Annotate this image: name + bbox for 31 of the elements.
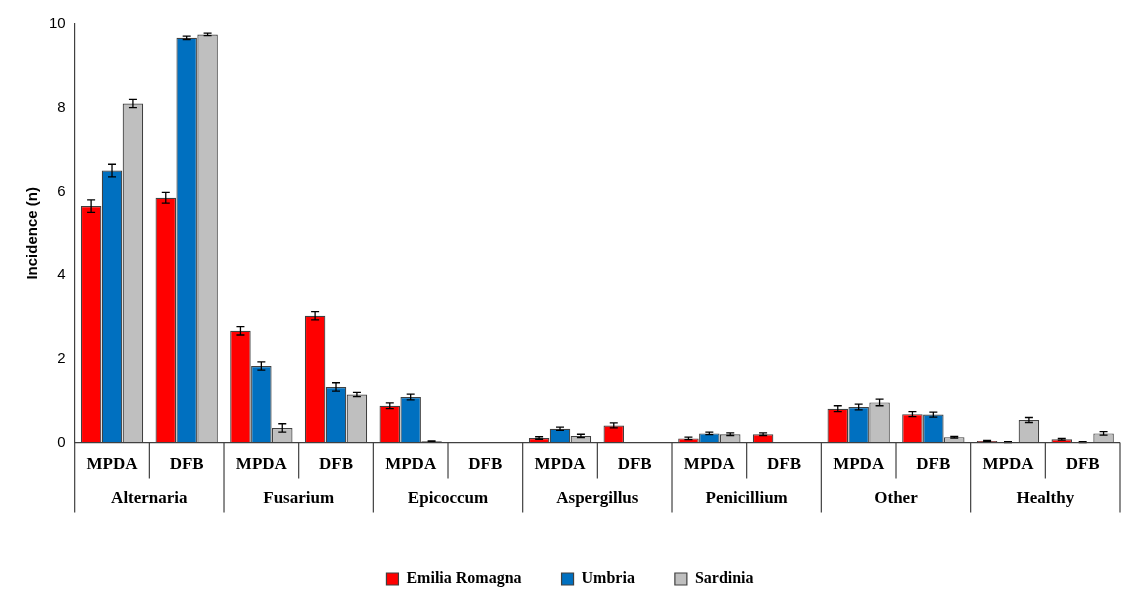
text: Other <box>874 487 919 507</box>
y-tick-label: 0 <box>57 432 66 450</box>
y-axis-title: Incidence (n) <box>23 187 41 280</box>
x-tick-label: DFB <box>319 454 354 474</box>
x-tick-label: DFB <box>767 454 802 474</box>
text: Penicillium <box>705 487 788 507</box>
legend-label: Sardinia <box>694 569 754 587</box>
y-tick-label: 4 <box>57 265 66 283</box>
y-tick-label: 10 <box>49 14 66 32</box>
legend-label: Umbria <box>581 569 635 587</box>
x-tick-label: MPDA <box>982 454 1035 474</box>
x-tick-label: DFB <box>468 454 503 474</box>
x-tick-label: MPDA <box>833 454 885 474</box>
x-tick-label: DFB <box>1065 454 1100 474</box>
text: Fusarium <box>263 487 335 507</box>
x-tick-label: DFB <box>617 454 652 474</box>
x-tick-label: DFB <box>916 454 951 474</box>
x-tick-label: MPDA <box>385 454 437 474</box>
x-tick-label: MPDA <box>683 454 736 474</box>
x-tick-label: MPDA <box>86 454 139 474</box>
legend-label: Emilia Romagna <box>406 569 522 588</box>
x-tick-label: MPDA <box>235 454 288 474</box>
y-tick-label: 8 <box>57 97 66 115</box>
x-tick-label: DFB <box>169 454 204 474</box>
text: Aspergillus <box>556 487 639 507</box>
text: Healthy <box>1016 487 1075 507</box>
text: Epicoccum <box>407 487 489 507</box>
text: Alternaria <box>111 487 189 507</box>
x-tick-label: MPDA <box>534 454 587 474</box>
y-tick-label: 6 <box>57 181 66 199</box>
y-tick-label: 2 <box>57 349 66 367</box>
